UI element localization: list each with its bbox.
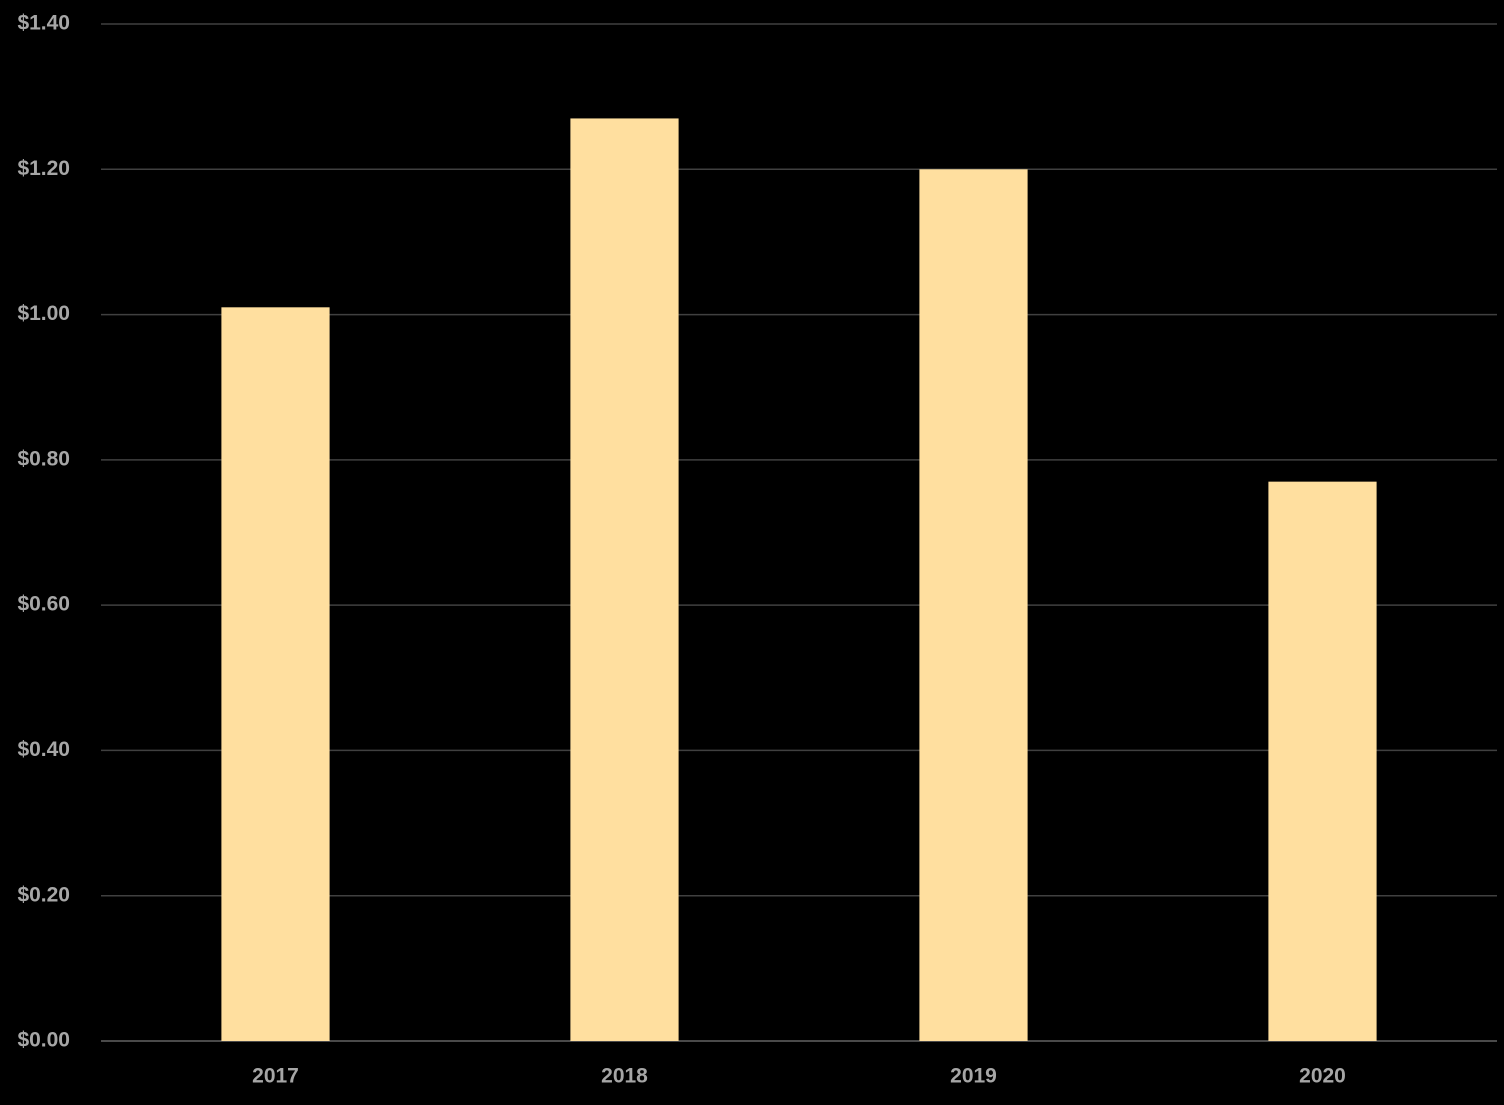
y-tick-label: $0.40 bbox=[17, 738, 70, 761]
y-tick-label: $0.00 bbox=[17, 1029, 70, 1052]
x-tick-label: 2017 bbox=[252, 1065, 299, 1088]
x-tick-label: 2018 bbox=[601, 1065, 648, 1088]
bar bbox=[1268, 481, 1377, 1041]
x-tick-label: 2019 bbox=[950, 1065, 997, 1088]
x-tick-label: 2020 bbox=[1299, 1065, 1346, 1088]
y-tick-label: $0.60 bbox=[17, 593, 70, 616]
y-tick-label: $1.00 bbox=[17, 302, 70, 325]
y-tick-label: $0.20 bbox=[17, 883, 70, 906]
y-tick-label: $1.40 bbox=[17, 12, 70, 35]
y-tick-label: $0.80 bbox=[17, 447, 70, 470]
bar bbox=[221, 307, 330, 1041]
bar bbox=[919, 169, 1028, 1042]
y-tick-label: $1.20 bbox=[17, 157, 70, 180]
bar bbox=[570, 118, 679, 1041]
